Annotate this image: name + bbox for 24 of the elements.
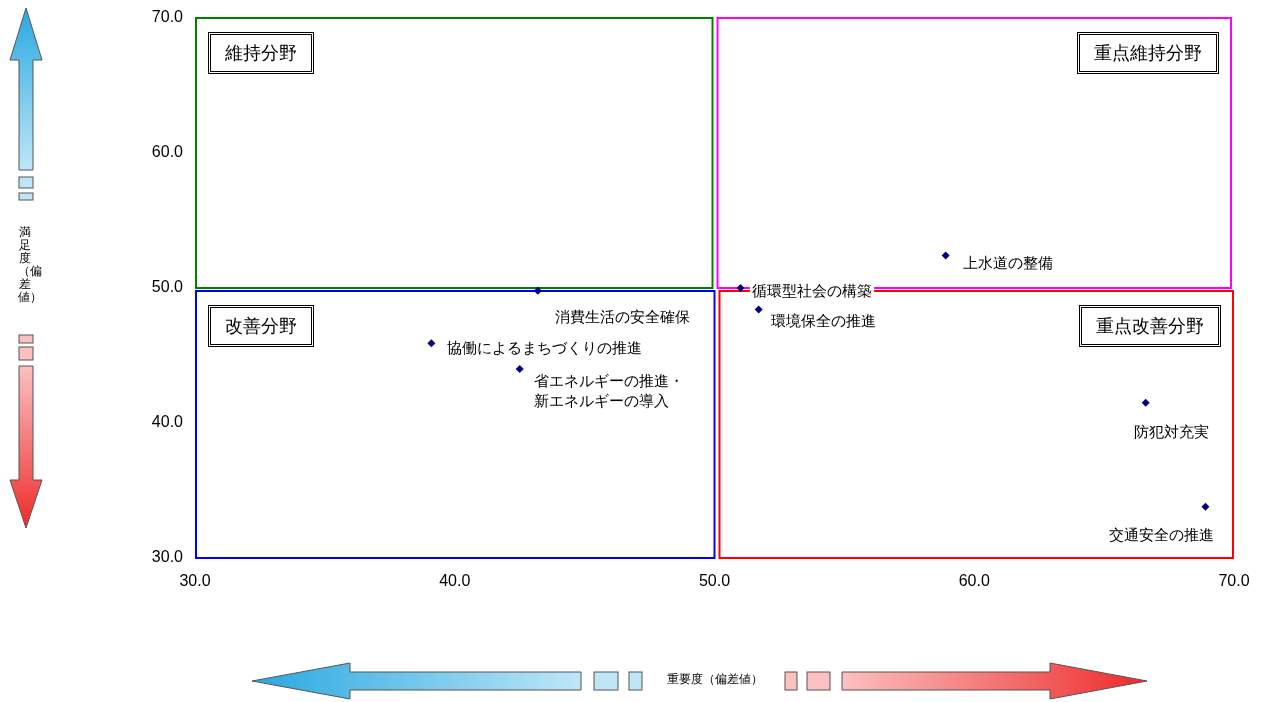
- y-tick-label: 60.0: [151, 143, 183, 161]
- series-label: 協働によるまちづくりの推進: [445, 338, 645, 359]
- text: 重要度（偏差値）: [666, 672, 764, 687]
- series-label: 環境保全の推進: [768, 310, 878, 331]
- annotation: 改善分野: [208, 305, 314, 347]
- y-tick-label: 70.0: [151, 8, 183, 26]
- series-label: 省エネルギーの推進・新エネルギーの導入: [531, 371, 696, 411]
- x-tick-label: 40.0: [439, 572, 471, 590]
- x-tick-label: 30.0: [179, 572, 211, 590]
- series-label: 防犯対充実: [1131, 421, 1211, 442]
- text: 満足度（偏差値）: [18, 225, 42, 304]
- y-tick-label: 30.0: [151, 548, 183, 566]
- annotation: 重点改善分野: [1079, 305, 1221, 347]
- annotation: 重点維持分野: [1077, 32, 1219, 74]
- series-label: 上水道の整備: [960, 252, 1055, 273]
- x-tick-label: 60.0: [958, 572, 990, 590]
- x-tick-label: 70.0: [1218, 572, 1250, 590]
- series-label: 消費生活の安全確保: [552, 306, 692, 327]
- series-label: 交通安全の推進: [1107, 524, 1217, 545]
- y-tick-label: 50.0: [151, 278, 183, 296]
- y-tick-label: 40.0: [151, 413, 183, 431]
- series-label: 循環型社会の構築: [750, 281, 875, 301]
- x-tick-label: 50.0: [698, 572, 731, 590]
- annotation: 維持分野: [208, 32, 314, 74]
